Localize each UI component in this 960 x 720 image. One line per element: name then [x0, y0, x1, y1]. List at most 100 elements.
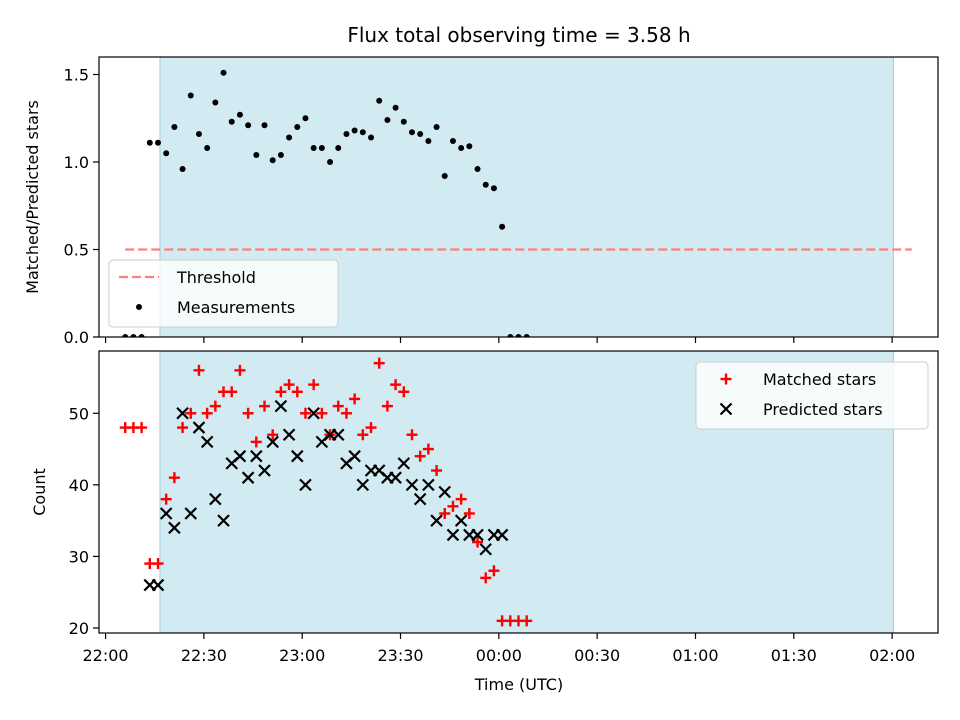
predicted-star-d2 — [422, 478, 435, 492]
measurement-point — [204, 145, 211, 151]
predicted-star-marker — [454, 514, 468, 527]
x-tick-label: 02:00 — [869, 646, 915, 665]
measurement-point — [146, 139, 153, 146]
matched-star-marker — [373, 357, 385, 369]
top-panel: 0.0 0.5 1.0 1.5 Threshold Measurements — [64, 56, 939, 347]
predicted-star-d2 — [372, 464, 386, 477]
bottom-panel: 20 30 40 50 22:00 22:30 23:00 23:30 00:00 00:30 01… — [69, 350, 939, 665]
matched-star-marker — [168, 472, 180, 484]
x-tick-label: 00:30 — [574, 646, 620, 665]
matched-star-marker — [340, 407, 352, 419]
measurement-point — [368, 134, 375, 141]
measurement-point — [187, 92, 194, 99]
bottom-frame — [98, 350, 939, 634]
predicted-star-marker — [413, 492, 427, 506]
predicted-star-marker — [192, 421, 206, 434]
measurement-point — [392, 104, 399, 111]
predicted-star-marker — [159, 507, 173, 520]
predicted-star-marker — [200, 435, 214, 449]
predicted-star-marker — [151, 578, 165, 592]
legend-box — [695, 361, 929, 430]
measurement-point — [236, 111, 243, 118]
predicted-star-marker — [274, 399, 288, 413]
predicted-star-d2 — [446, 528, 460, 542]
x-tick-label: 01:30 — [771, 646, 817, 665]
measurement-point — [302, 115, 309, 122]
predicted-star-marker — [176, 406, 189, 420]
predicted-star-d2 — [438, 485, 452, 499]
predicted-star-d2 — [192, 421, 206, 434]
predicted-star-d2 — [454, 514, 468, 527]
bottom-y-tick-label: 40 — [69, 476, 89, 495]
matched-star-marker — [177, 422, 189, 434]
predicted-star-d2 — [209, 492, 222, 506]
legend-label: Measurements — [177, 298, 295, 317]
predicted-star-marker — [291, 449, 304, 463]
predicted-star-d2 — [389, 471, 402, 484]
measurement-point — [269, 157, 276, 164]
top-y-tick-label: 1.5 — [64, 66, 89, 85]
measurement-point — [359, 129, 366, 136]
legend-measurement-swatch — [136, 304, 142, 310]
legend-label: Threshold — [176, 268, 256, 287]
measurement-point — [417, 131, 424, 137]
predicted-star-d2 — [151, 578, 165, 592]
predicted-star-d2 — [479, 542, 493, 556]
matched-star-marker — [488, 565, 500, 577]
top-y-tick-label: 0.5 — [64, 241, 89, 260]
top-y-axis-label: Matched/Predicted stars — [23, 100, 42, 294]
bottom-plot-area — [119, 357, 533, 627]
matched-star-marker — [472, 536, 484, 548]
predicted-star-marker — [307, 406, 320, 420]
measurement-point — [179, 166, 186, 172]
predicted-star-marker — [389, 471, 402, 484]
matched-star-marker — [275, 386, 287, 398]
predicted-star-marker — [348, 449, 361, 463]
matched-star-marker — [209, 400, 221, 412]
matched-star-marker — [136, 422, 148, 434]
matched-star-marker — [308, 379, 320, 391]
predicted-star-d2 — [168, 521, 181, 535]
measurement-point — [449, 138, 456, 144]
measurement-point — [400, 118, 407, 125]
measurement-point — [335, 145, 342, 151]
measurement-point — [220, 69, 227, 76]
matched-star-marker — [242, 407, 254, 419]
matched-star-marker — [234, 364, 246, 376]
matched-star-marker — [332, 400, 344, 412]
measurement-point — [318, 145, 325, 151]
measurement-point — [163, 150, 170, 157]
matched-star-marker — [299, 407, 311, 419]
predicted-star-d2 — [274, 399, 288, 413]
measurement-point — [474, 166, 481, 172]
predicted-star-d2 — [233, 449, 247, 463]
predicted-star-d2 — [331, 428, 345, 442]
predicted-star-d2 — [397, 457, 411, 470]
measurement-point — [376, 97, 383, 104]
measurement-point — [482, 181, 489, 188]
x-tick-label: 23:30 — [377, 646, 423, 665]
predicted-star-marker — [299, 478, 312, 492]
predicted-star-marker — [217, 514, 230, 527]
matched-star-marker — [267, 429, 279, 441]
matched-star-marker — [406, 429, 418, 441]
measurement-point — [523, 334, 530, 337]
measurement-point — [228, 118, 235, 125]
matched-star-marker — [291, 386, 303, 398]
top-y-tick-label: 1.0 — [64, 153, 89, 172]
top-y-tick-label: 0.0 — [64, 328, 89, 347]
predicted-star-d2 — [200, 435, 214, 449]
measurement-point — [286, 134, 293, 141]
measurement-point — [458, 145, 465, 151]
x-tick-label: 01:00 — [672, 646, 718, 665]
matched-star-marker — [316, 407, 328, 419]
matched-star-marker — [455, 493, 467, 505]
matched-star-marker — [365, 422, 377, 434]
predicted-star-marker — [168, 521, 181, 535]
plot-layer: 0.0 0.5 1.0 1.5 Threshold Measurements 20 30 40 5… — [64, 56, 939, 665]
bottom-y-axis-label: Count — [30, 468, 49, 516]
measurement-point — [261, 122, 268, 129]
matched-star-marker — [521, 615, 533, 627]
predicted-star-d2 — [405, 478, 419, 492]
